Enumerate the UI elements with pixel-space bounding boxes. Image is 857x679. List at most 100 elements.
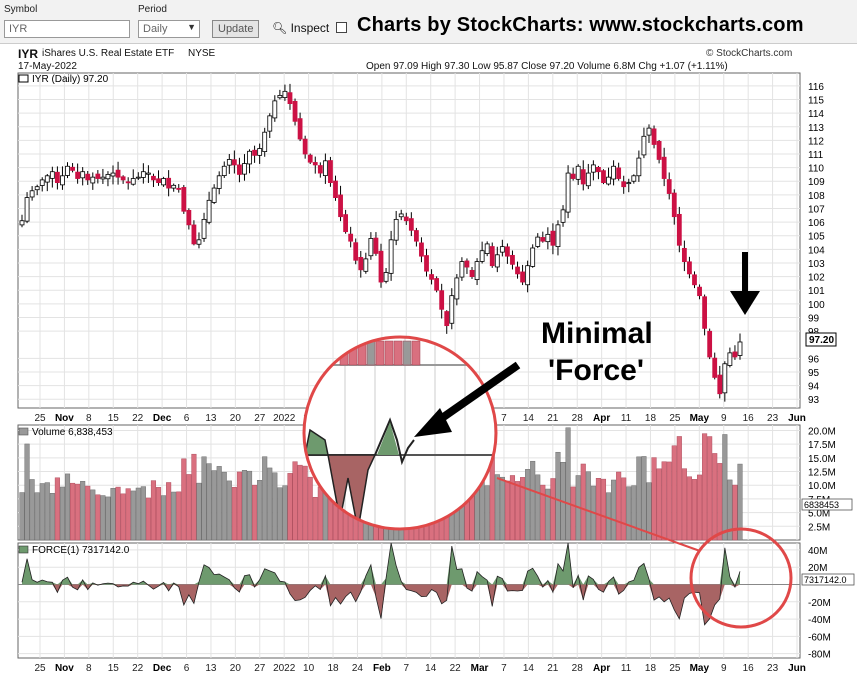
x-tick-label: 24 bbox=[352, 663, 364, 674]
price-candle bbox=[282, 90, 288, 98]
x-tick-label: 9 bbox=[721, 663, 727, 674]
price-candle bbox=[85, 173, 91, 181]
x-tick-label: 7 bbox=[404, 663, 410, 674]
volume-last-tag: 6838453 bbox=[801, 498, 853, 511]
volume-bar bbox=[570, 486, 576, 541]
volume-bar bbox=[514, 481, 521, 541]
y-tick-label: 2.5M bbox=[808, 522, 830, 533]
security-name: iShares U.S. Real Estate ETF bbox=[42, 48, 175, 59]
y-tick-label: 95 bbox=[808, 368, 820, 379]
inspect-label: Inspect bbox=[290, 21, 330, 35]
x-tick-label: Feb bbox=[373, 663, 391, 674]
inspect-checkbox[interactable] bbox=[335, 22, 347, 33]
price-candle bbox=[676, 213, 682, 246]
force-highlight-circle bbox=[689, 527, 793, 629]
x-tick-label: 27 bbox=[254, 413, 266, 424]
x-tick-label: 23 bbox=[767, 413, 779, 424]
price-legend-text: IYR (Daily) 97.20 bbox=[32, 74, 109, 85]
brand-banner: Charts by StockCharts: www.stockcharts.c… bbox=[357, 14, 804, 36]
volume-bar bbox=[90, 489, 96, 541]
price-candle bbox=[267, 115, 273, 132]
price-candle bbox=[616, 167, 622, 179]
x-tick-label: Jun bbox=[788, 413, 806, 424]
magnifier-volume-bar bbox=[384, 340, 394, 366]
symbol-input[interactable]: IYR bbox=[4, 20, 130, 38]
volume-bar bbox=[226, 480, 232, 541]
price-candle bbox=[651, 128, 657, 145]
inspect-toggle[interactable]: 🔍︎ Inspect bbox=[272, 21, 347, 35]
x-tick-label: 22 bbox=[132, 413, 144, 424]
volume-bar bbox=[267, 467, 273, 541]
price-candle bbox=[646, 127, 652, 136]
volume-bar bbox=[732, 484, 738, 541]
y-tick-label: 112 bbox=[808, 136, 824, 147]
force-legend: FORCE(1) 7317142.0 bbox=[18, 545, 130, 556]
volume-bar bbox=[631, 485, 637, 541]
magnifier-ring bbox=[302, 335, 498, 531]
price-candle bbox=[70, 166, 75, 171]
x-tick-label: 14 bbox=[425, 663, 437, 674]
volume-bar bbox=[120, 493, 126, 541]
volume-bar bbox=[651, 457, 657, 541]
y-tick-label: -20M bbox=[808, 598, 831, 609]
price-candle bbox=[434, 278, 440, 291]
volume-bar bbox=[150, 480, 157, 541]
price-candle bbox=[520, 271, 525, 283]
period-select[interactable]: Daily ▼ bbox=[138, 20, 200, 38]
price-candle bbox=[211, 187, 217, 203]
volume-bar bbox=[39, 483, 45, 541]
price-candle bbox=[95, 173, 101, 179]
volume-bar bbox=[702, 433, 708, 541]
price-candle bbox=[388, 239, 394, 274]
price-candle bbox=[105, 174, 111, 180]
update-button[interactable]: Update bbox=[212, 20, 260, 38]
volume-bar bbox=[666, 461, 672, 541]
price-candle bbox=[687, 261, 692, 275]
price-candle bbox=[49, 171, 55, 179]
price-candle bbox=[732, 351, 738, 358]
y-tick-label: 20M bbox=[808, 563, 827, 574]
price-candle bbox=[484, 243, 490, 254]
y-tick-label: 12.5M bbox=[808, 468, 836, 479]
volume-legend-text: Volume 6,838,453 bbox=[32, 427, 113, 438]
callout-arrow-head bbox=[414, 408, 452, 437]
price-candle bbox=[19, 220, 25, 226]
y-tick-label: 101 bbox=[808, 286, 825, 297]
volume-bar bbox=[282, 485, 288, 541]
price-candle bbox=[449, 295, 455, 324]
volume-bar bbox=[80, 480, 86, 541]
price-candle bbox=[424, 255, 429, 272]
callout-label-line1: Minimal bbox=[541, 317, 653, 350]
y-tick-label: -40M bbox=[808, 615, 831, 626]
price-candle bbox=[737, 341, 743, 356]
volume-bar bbox=[656, 468, 662, 541]
force-last-tag: 7317142.0 bbox=[801, 573, 855, 586]
volume-bar bbox=[641, 456, 647, 541]
volume-bar bbox=[19, 492, 25, 541]
y-tick-label: 110 bbox=[808, 164, 824, 175]
y-tick-label: 99 bbox=[808, 313, 820, 324]
y-tick-label: 96 bbox=[808, 354, 820, 365]
arrow-head bbox=[730, 291, 760, 315]
period-select-value: Daily bbox=[143, 23, 168, 35]
price-candle bbox=[712, 357, 718, 378]
x-tick-label: May bbox=[690, 413, 710, 424]
force-legend-text: FORCE(1) 7317142.0 bbox=[32, 545, 130, 556]
price-candle bbox=[570, 173, 576, 179]
volume-bar bbox=[231, 487, 237, 541]
price-candle bbox=[151, 175, 156, 181]
price-candle bbox=[702, 296, 708, 329]
price-candle bbox=[206, 199, 212, 223]
price-candle bbox=[115, 169, 121, 178]
volume-bar bbox=[246, 470, 253, 541]
y-tick-label: 111 bbox=[808, 150, 824, 161]
volume-bar bbox=[717, 463, 723, 541]
volume-bar bbox=[504, 480, 510, 541]
price-candle bbox=[692, 274, 697, 286]
x-tick-label: 11 bbox=[621, 413, 632, 424]
price-candle bbox=[242, 163, 247, 175]
volume-bar bbox=[201, 456, 207, 541]
price-candle bbox=[656, 141, 662, 160]
magnifier-volume-bar bbox=[366, 340, 376, 366]
volume-bar bbox=[661, 461, 667, 541]
